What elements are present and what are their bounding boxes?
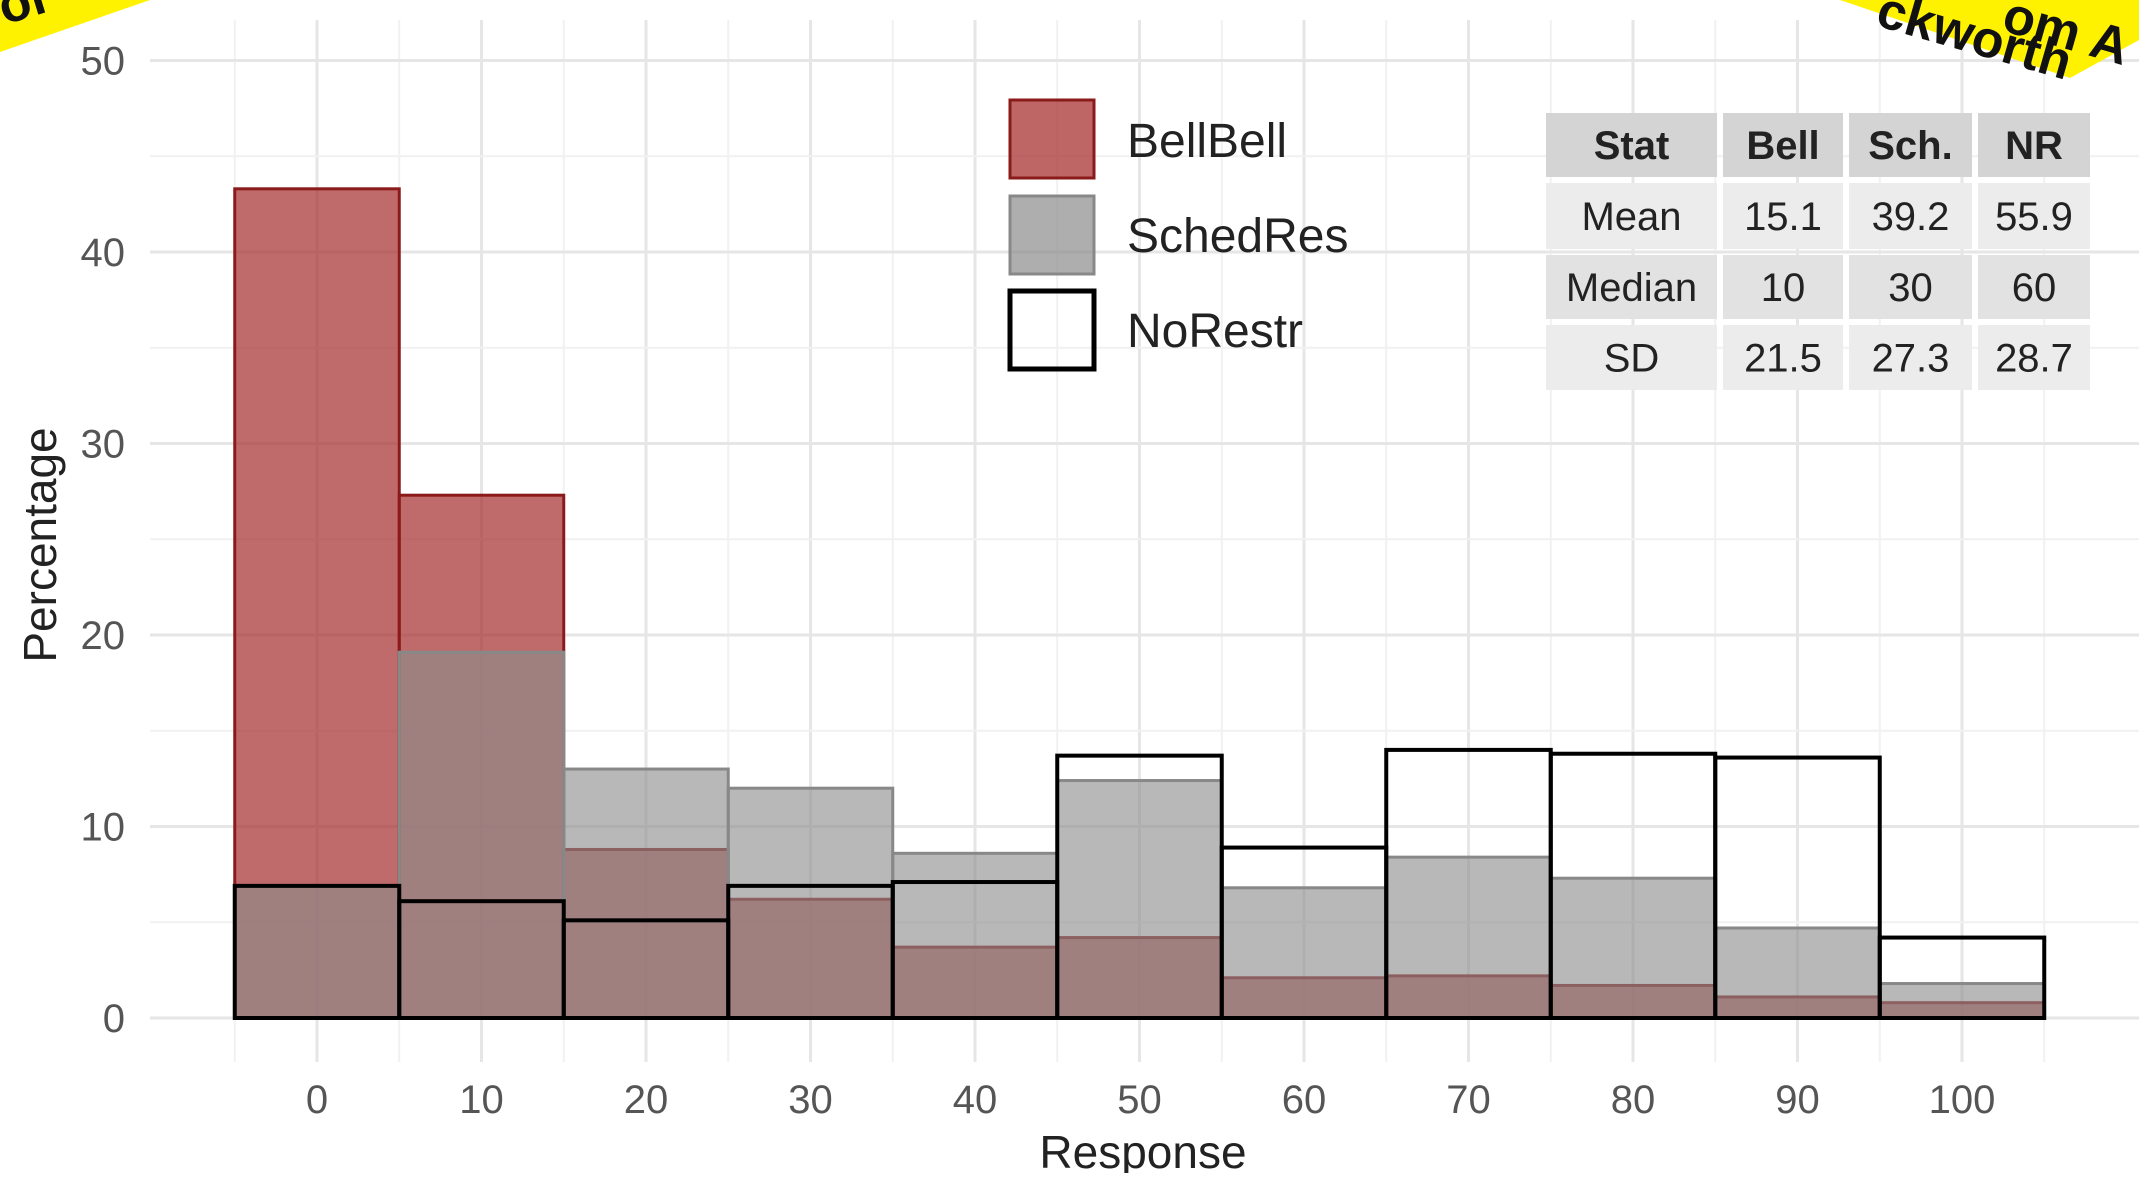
x-tick-label: 40 [953, 1078, 998, 1122]
table-cell-bg [1849, 183, 1972, 249]
table-header-cell [1723, 113, 1843, 177]
table-cell-bg [1849, 255, 1972, 319]
table-cell-text: 55.9 [1995, 195, 2073, 239]
table-cell-text: 10 [1761, 266, 1806, 310]
bar-schedres [1220, 886, 1388, 1020]
y-tick-label: 30 [81, 423, 126, 467]
table-header-text: Sch. [1868, 124, 1952, 168]
bar-schedres [1713, 926, 1882, 1020]
y-tick-label: 10 [81, 806, 126, 850]
legend-swatch-schedres [1008, 194, 1096, 276]
bar-schedres [726, 786, 895, 1020]
y-tick-label: 40 [81, 231, 126, 275]
bar-schedres [1384, 855, 1553, 1020]
table-header-text: Stat [1594, 124, 1670, 168]
bar-bellbell [233, 187, 401, 1020]
legend-swatch-bellbell [1008, 98, 1096, 180]
table-header-cell [1978, 113, 2090, 177]
table-header-text: Bell [1746, 124, 1819, 168]
bar-schedres [1878, 982, 2046, 1020]
y-tick-label: 0 [103, 997, 125, 1041]
x-tick-label: 30 [788, 1078, 833, 1122]
table-cell-text: 60 [2012, 266, 2057, 310]
legend-swatch-norestr [1007, 288, 1097, 372]
table-cell-text: Median [1566, 266, 1697, 310]
table-cell-bg [1723, 325, 1843, 390]
x-tick-label: 80 [1611, 1078, 1656, 1122]
y-tick-label: 20 [81, 614, 126, 658]
x-tick-label: 0 [306, 1078, 328, 1122]
bar-schedres [1055, 779, 1224, 1020]
legend-label-schedres: SchedRes [1127, 210, 1348, 263]
table-header-text: NR [2005, 124, 2063, 168]
x-tick-label: 90 [1775, 1078, 1820, 1122]
table-header-cell [1849, 113, 1972, 177]
bar-schedres [233, 884, 401, 1020]
histogram-bars [232, 187, 2047, 1021]
legend: BellBell SchedRes NoRestr [1007, 98, 1348, 372]
bar-norestr [1713, 755, 1882, 1020]
bar-schedres [397, 650, 566, 1020]
table-cell-text: SD [1604, 337, 1660, 381]
table-cell-text: 39.2 [1872, 195, 1950, 239]
table-cell-bg [1978, 183, 2090, 249]
table-cell-text: 30 [1888, 266, 1933, 310]
table-cell-bg [1849, 325, 1972, 390]
bar-schedres [1549, 876, 1717, 1020]
legend-label-norestr: NoRestr [1127, 305, 1303, 358]
x-tick-label: 100 [1929, 1078, 1996, 1122]
table-cell-text: 28.7 [1995, 337, 2073, 381]
legend-label-bellbell: BellBell [1127, 115, 1287, 168]
table-cell-text: 21.5 [1744, 337, 1822, 381]
y-tick-label: 50 [81, 40, 126, 84]
table-cell-bg [1723, 255, 1843, 319]
table-header-cell [1546, 113, 1717, 177]
y-axis-ticks: 0 10 20 30 40 50 [81, 40, 126, 1042]
table-cell-bg [1546, 183, 1717, 249]
x-tick-label: 60 [1282, 1078, 1327, 1122]
bar-schedres [562, 767, 730, 1020]
table-cell-bg [1546, 255, 1717, 319]
x-axis-title: Response [1039, 1126, 1246, 1173]
table-cell-text: 27.3 [1872, 337, 1950, 381]
table-cell-bg [1723, 183, 1843, 249]
table-cell-bg [1978, 255, 2090, 319]
right-banner [1840, 0, 2139, 78]
bar-schedres [891, 851, 1059, 1020]
table-cell-text: Mean [1581, 195, 1681, 239]
summary-table: Stat Bell Sch. NR Mean 15.1 39.2 55.9 Median 10 30… [1546, 113, 2090, 390]
x-tick-label: 20 [624, 1078, 669, 1122]
table-cell-bg [1546, 325, 1717, 390]
x-tick-label: 50 [1117, 1078, 1162, 1122]
y-axis-title: Percentage [14, 427, 66, 662]
table-cell-text: 15.1 [1744, 195, 1822, 239]
table-cell-bg [1978, 325, 2090, 390]
left-banner [0, 0, 150, 52]
x-tick-label: 10 [459, 1078, 504, 1122]
x-tick-label: 70 [1446, 1078, 1491, 1122]
bar-norestr [1877, 935, 2047, 1021]
x-axis-ticks: 0 10 20 30 40 50 60 70 80 90 100 [306, 1078, 1996, 1122]
